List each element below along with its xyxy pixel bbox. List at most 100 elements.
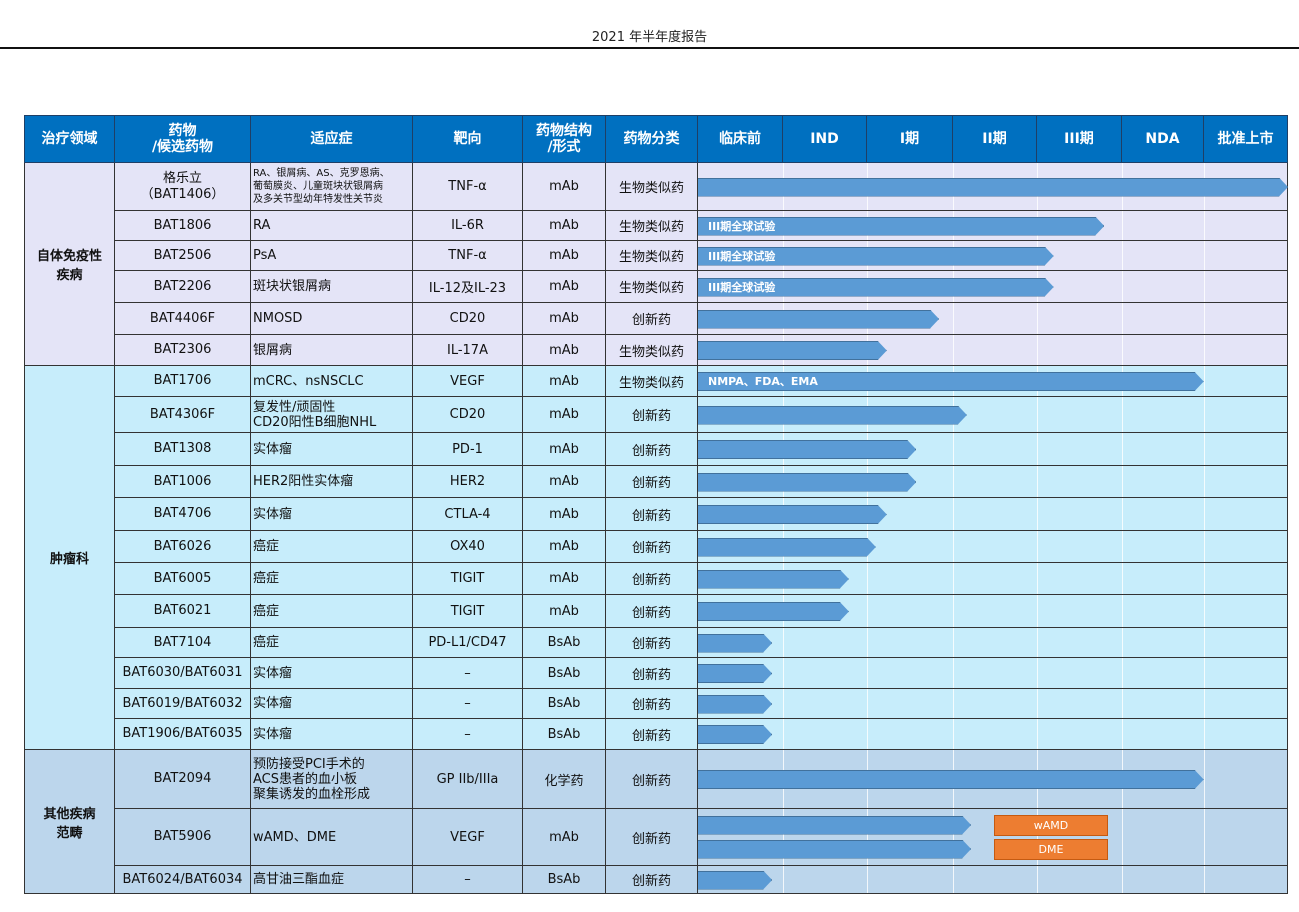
- stage-gridline: [1204, 303, 1205, 334]
- column-header: 治疗领域: [24, 115, 115, 163]
- drug-category: 生物类似药: [605, 365, 698, 397]
- table-row: BAT6026 癌症 OX40 mAb 创新药: [25, 530, 1288, 563]
- table-row: BAT2306 银屑病 IL-17A mAb 生物类似药: [25, 334, 1288, 366]
- stage-gridline: [1204, 531, 1205, 562]
- drug-form: BsAb: [522, 865, 606, 894]
- stage-gridline: [953, 335, 954, 365]
- development-stage-track: [697, 594, 1288, 628]
- target: –: [412, 688, 523, 719]
- target: GP IIb/IIIa: [412, 749, 523, 809]
- indication: 银屑病: [250, 334, 413, 366]
- indication-tag: DME: [994, 838, 1108, 860]
- column-header: 临床前: [697, 115, 783, 163]
- stage-gridline: [867, 563, 868, 594]
- stage-gridline: [1122, 397, 1123, 432]
- stage-gridline: [1122, 303, 1123, 334]
- table-row: BAT6005 癌症 TIGIT mAb 创新药: [25, 562, 1288, 595]
- stage-gridline: [1204, 595, 1205, 627]
- target: –: [412, 657, 523, 689]
- drug-category: 生物类似药: [605, 240, 698, 271]
- development-stage-track: [697, 865, 1288, 894]
- stage-gridline: [953, 689, 954, 718]
- column-header: NDA: [1121, 115, 1204, 163]
- drug-form: mAb: [522, 465, 606, 498]
- stage-gridline: [1204, 628, 1205, 657]
- drug-category: 生物类似药: [605, 270, 698, 303]
- stage-gridline: [867, 595, 868, 627]
- drug-name: BAT2094: [114, 749, 251, 809]
- drug-name: BAT6021: [114, 594, 251, 628]
- drug-form: mAb: [522, 210, 606, 241]
- drug-name: BAT4706: [114, 497, 251, 531]
- progress-bar: NMPA、FDA、EMA: [698, 372, 1204, 391]
- table-row: BAT6024/BAT6034 高甘油三酯血症 – BsAb 创新药: [25, 865, 1288, 894]
- drug-category: 创新药: [605, 657, 698, 689]
- stage-gridline: [783, 689, 784, 718]
- stage-gridline: [1037, 595, 1038, 627]
- drug-form: 化学药: [522, 749, 606, 809]
- stage-gridline: [1122, 271, 1123, 302]
- target: CD20: [412, 302, 523, 335]
- stage-gridline: [1037, 466, 1038, 497]
- drug-name: BAT6026: [114, 530, 251, 563]
- drug-category: 创新药: [605, 749, 698, 809]
- development-stage-track: III期全球试验: [697, 270, 1288, 303]
- drug-form: mAb: [522, 808, 606, 866]
- stage-gridline: [867, 866, 868, 893]
- progress-bar: [698, 341, 887, 360]
- stage-gridline: [1037, 809, 1038, 865]
- indication: RA、银屑病、AS、克罗恩病、 葡萄膜炎、儿童斑块状银屑病 及多关节型幼年特发性…: [250, 162, 413, 211]
- stage-gridline: [1037, 531, 1038, 562]
- column-header: 靶向: [412, 115, 523, 163]
- indication: 癌症: [250, 594, 413, 628]
- stage-gridline: [1037, 866, 1038, 893]
- drug-form: mAb: [522, 562, 606, 595]
- target: HER2: [412, 465, 523, 498]
- column-header: 药物结构 /形式: [522, 115, 606, 163]
- table-row: BAT6019/BAT6032 实体瘤 – BsAb 创新药: [25, 688, 1288, 719]
- stage-gridline: [1204, 397, 1205, 432]
- progress-bar: [698, 602, 849, 621]
- indication: 实体瘤: [250, 688, 413, 719]
- indication: 实体瘤: [250, 718, 413, 750]
- development-stage-track: NMPA、FDA、EMA: [697, 365, 1288, 397]
- stage-gridline: [1204, 809, 1205, 865]
- stage-gridline: [783, 866, 784, 893]
- table-row: BAT1006 HER2阳性实体瘤 HER2 mAb 创新药: [25, 465, 1288, 498]
- drug-name: BAT6024/BAT6034: [114, 865, 251, 894]
- indication: HER2阳性实体瘤: [250, 465, 413, 498]
- column-header: 药物 /候选药物: [114, 115, 251, 163]
- stage-gridline: [1122, 335, 1123, 365]
- stage-gridline: [1204, 750, 1205, 808]
- column-header: I期: [866, 115, 953, 163]
- indication: NMOSD: [250, 302, 413, 335]
- development-stage-track: [697, 627, 1288, 658]
- target: TIGIT: [412, 562, 523, 595]
- stage-gridline: [1122, 466, 1123, 497]
- table-row: BAT2506 PsA TNF-α mAb 生物类似药 III期全球试验: [25, 240, 1288, 271]
- progress-bar: [698, 816, 971, 835]
- stage-gridline: [1122, 628, 1123, 657]
- table-header-row: 治疗领域 药物 /候选药物 适应症 靶向 药物结构 /形式 药物分类 临床前 IND I期 II期…: [24, 115, 1288, 163]
- stage-gridline: [953, 628, 954, 657]
- stage-gridline: [1122, 809, 1123, 865]
- progress-bar: III期全球试验: [698, 278, 1054, 297]
- column-header: 适应症: [250, 115, 413, 163]
- development-stage-track: wAMD DME: [697, 808, 1288, 866]
- table-row: BAT6021 癌症 TIGIT mAb 创新药: [25, 594, 1288, 628]
- development-stage-track: [697, 396, 1288, 433]
- drug-category: 创新药: [605, 688, 698, 719]
- stage-gridline: [1204, 658, 1205, 688]
- indication: 癌症: [250, 562, 413, 595]
- progress-bar: [698, 440, 916, 459]
- drug-name: BAT4306F: [114, 396, 251, 433]
- stage-gridline: [953, 433, 954, 465]
- indication: wAMD、DME: [250, 808, 413, 866]
- table-row: BAT4306F 复发性/顽固性 CD20阳性B细胞NHL CD20 mAb 创新药: [25, 396, 1288, 433]
- drug-form: mAb: [522, 334, 606, 366]
- drug-category: 创新药: [605, 497, 698, 531]
- stage-gridline: [867, 658, 868, 688]
- stage-gridline: [1204, 689, 1205, 718]
- stage-gridline: [953, 658, 954, 688]
- drug-form: mAb: [522, 594, 606, 628]
